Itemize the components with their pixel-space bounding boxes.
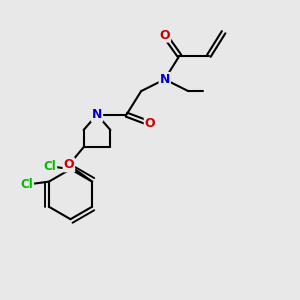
Text: O: O bbox=[145, 117, 155, 130]
Text: Cl: Cl bbox=[44, 160, 56, 173]
Text: Cl: Cl bbox=[20, 178, 33, 191]
Text: N: N bbox=[92, 108, 102, 121]
Text: O: O bbox=[159, 29, 170, 42]
Text: O: O bbox=[64, 158, 74, 171]
Text: N: N bbox=[160, 73, 170, 86]
